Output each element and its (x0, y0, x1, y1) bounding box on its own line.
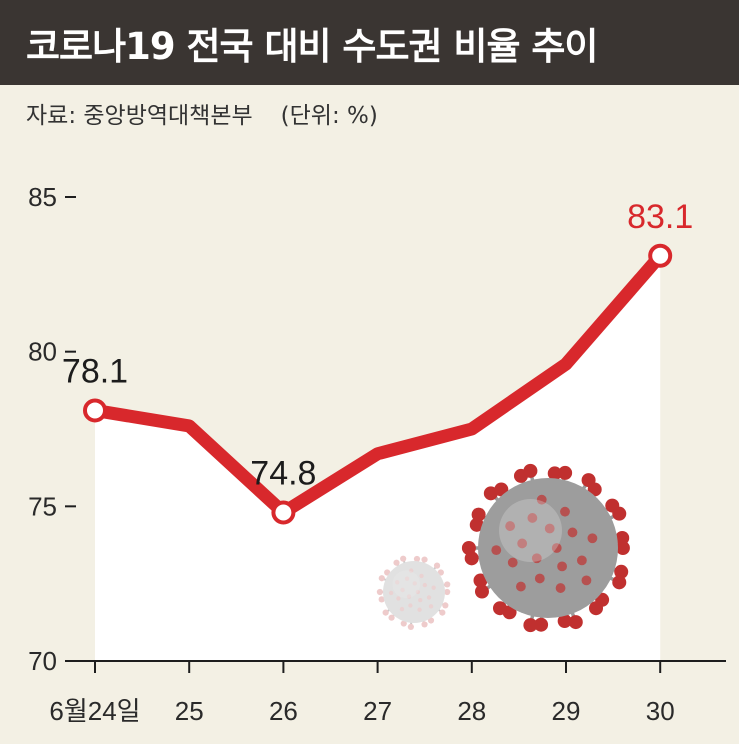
data-label: 78.1 (62, 352, 128, 390)
x-tick-label: 25 (175, 696, 204, 726)
x-tick-label: 6월24일 (49, 696, 140, 726)
coronavirus-illustration (376, 463, 630, 633)
y-tick-label: 85 (28, 182, 57, 212)
x-tick-label: 28 (457, 696, 486, 726)
y-tick-label: 75 (28, 491, 57, 521)
x-tick-label: 27 (363, 696, 392, 726)
data-point (648, 243, 673, 268)
y-tick-label: 80 (28, 337, 57, 367)
data-label: 74.8 (250, 455, 316, 493)
x-tick-label: 26 (269, 696, 298, 726)
source-text: 자료: 중앙방역대책본부 (26, 103, 253, 129)
data-point (83, 398, 107, 423)
data-point (271, 500, 296, 525)
data-label: 83.1 (627, 198, 693, 236)
x-tick-label: 30 (646, 696, 675, 726)
unit-text: (단위: %) (280, 103, 378, 129)
y-tick-label: 70 (28, 646, 57, 676)
source-line: 자료: 중앙방역대책본부 (단위: %) (26, 96, 378, 130)
chart-title: 코로나19 전국 대비 수도권 비율 추이 (0, 0, 739, 85)
x-tick-label: 29 (552, 696, 581, 726)
series-line (88, 249, 667, 520)
